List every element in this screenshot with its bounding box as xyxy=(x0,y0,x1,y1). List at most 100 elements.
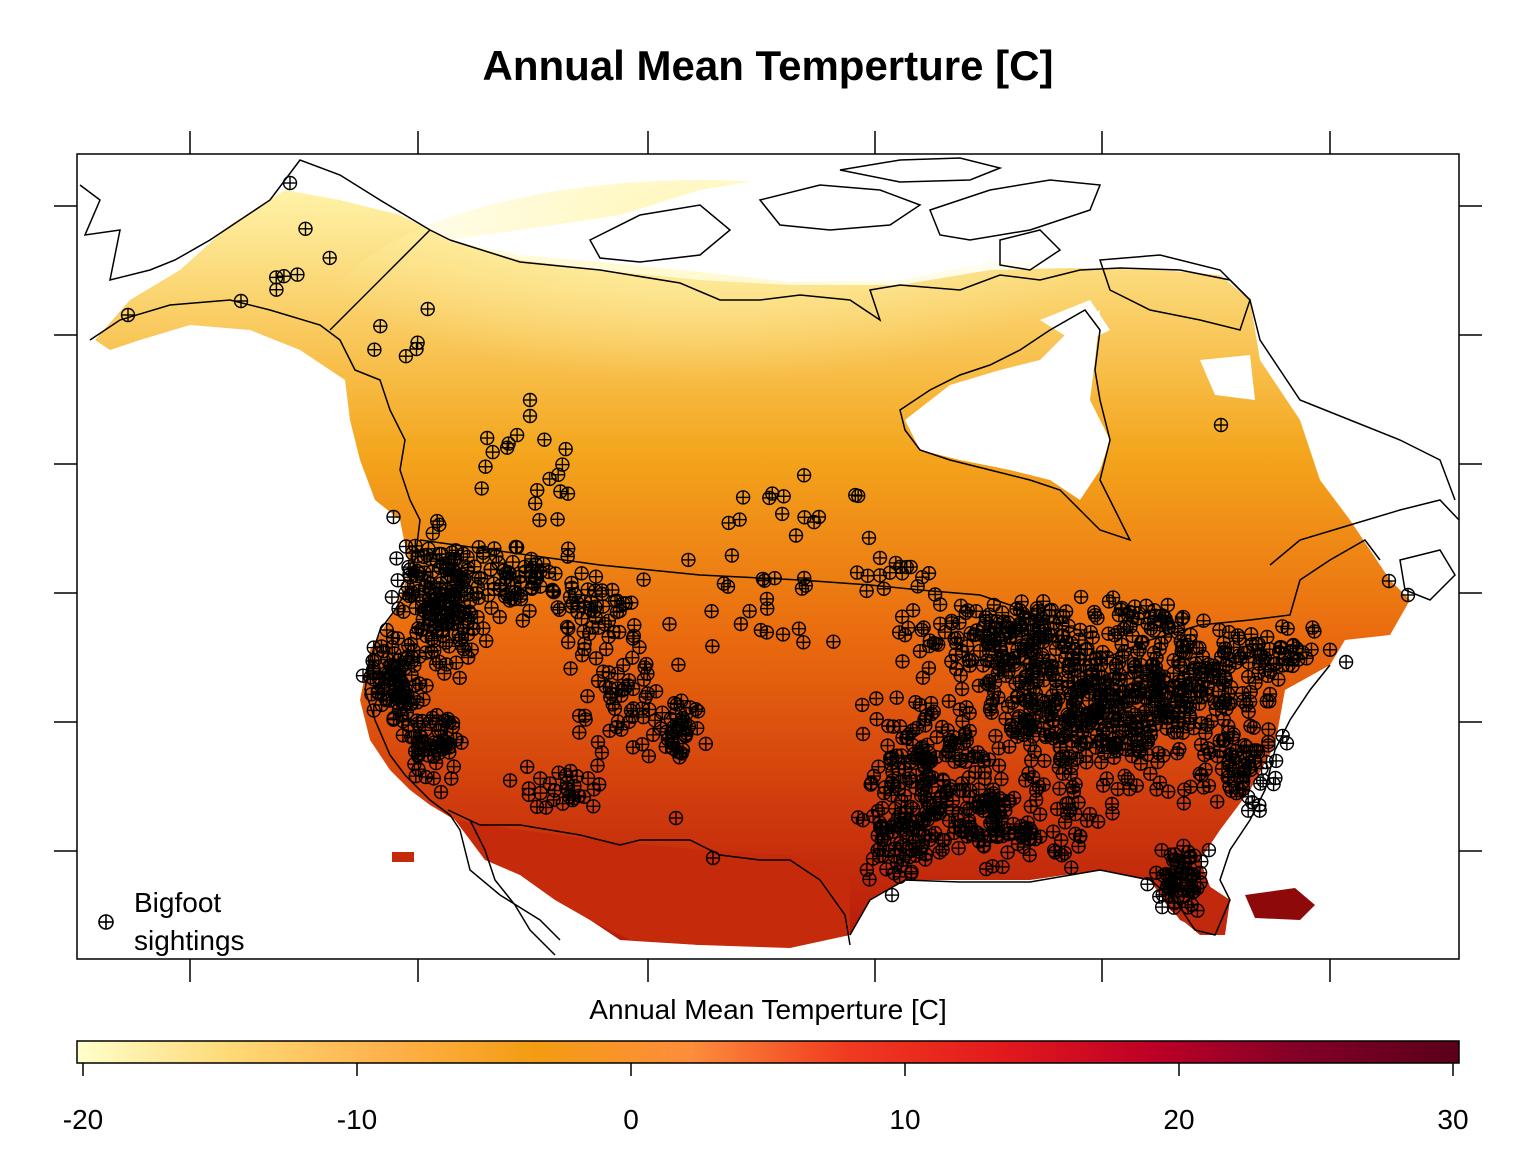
sighting-marker xyxy=(601,629,616,644)
sighting-marker xyxy=(991,741,1006,756)
sighting-marker xyxy=(408,600,423,616)
sighting-marker xyxy=(437,666,452,681)
sighting-marker xyxy=(940,723,955,738)
sighting-marker xyxy=(972,643,988,659)
baja-peninsula xyxy=(469,819,556,956)
hudson-bay-shore xyxy=(899,309,1132,542)
sighting-marker xyxy=(1213,417,1229,433)
sighting-marker xyxy=(636,672,652,687)
sighting-marker xyxy=(645,727,661,742)
sighting-marker xyxy=(704,604,719,619)
sighting-marker xyxy=(424,741,439,756)
sighting-marker xyxy=(322,250,337,266)
sighting-marker xyxy=(794,581,810,596)
sighting-marker xyxy=(912,644,928,659)
sighting-marker xyxy=(721,515,736,531)
sighting-marker xyxy=(1056,628,1071,643)
sighting-marker xyxy=(1224,783,1239,798)
sighting-marker xyxy=(921,566,937,581)
sighting-marker xyxy=(964,820,979,835)
sighting-marker xyxy=(705,639,720,654)
sighting-marker xyxy=(797,570,812,586)
sighting-marker xyxy=(390,631,405,646)
sighting-marker xyxy=(529,799,545,814)
sighting-marker xyxy=(1033,611,1048,627)
sighting-marker xyxy=(577,636,592,651)
sighting-marker xyxy=(1099,771,1115,786)
sighting-marker xyxy=(373,319,388,334)
arctic-island-2 xyxy=(758,184,922,231)
sighting-marker xyxy=(655,705,670,720)
sighting-marker xyxy=(919,770,934,785)
sighting-marker xyxy=(733,616,749,632)
sighting-marker xyxy=(1149,865,1164,880)
sighting-marker xyxy=(1262,694,1277,709)
sighting-marker xyxy=(922,633,937,648)
sighting-marker xyxy=(755,571,771,587)
sighting-marker xyxy=(994,771,1009,787)
sighting-marker xyxy=(1149,650,1164,666)
sighting-marker xyxy=(952,615,967,630)
sighting-marker xyxy=(558,441,573,457)
sighting-marker xyxy=(411,762,426,777)
sighting-marker xyxy=(1191,661,1207,676)
sighting-marker xyxy=(1176,671,1191,687)
sighting-marker xyxy=(1183,881,1198,896)
sighting-marker xyxy=(851,488,866,504)
sighting-marker xyxy=(480,430,495,446)
sighting-marker xyxy=(625,740,641,755)
sighting-marker xyxy=(547,783,562,798)
sighting-marker xyxy=(555,796,570,811)
sighting-marker xyxy=(1307,624,1322,639)
sighting-marker xyxy=(1089,705,1104,720)
sighting-marker xyxy=(880,738,895,753)
sighting-marker xyxy=(667,723,683,738)
sighting-marker xyxy=(936,773,951,789)
sighting-marker xyxy=(367,652,382,668)
sighting-marker xyxy=(597,616,613,632)
sighting-marker xyxy=(1126,660,1142,675)
sighting-marker xyxy=(1098,720,1114,736)
sighting-marker xyxy=(986,786,1001,801)
sighting-marker xyxy=(496,563,511,578)
sighting-marker xyxy=(1064,860,1079,875)
sighting-marker xyxy=(1048,641,1064,657)
sighting-marker xyxy=(961,653,976,668)
sighting-marker xyxy=(1012,616,1028,631)
sighting-marker xyxy=(1035,634,1051,649)
sighting-marker xyxy=(586,799,601,814)
sighting-marker xyxy=(690,704,706,719)
sighting-marker xyxy=(1259,754,1274,770)
sighting-marker xyxy=(355,668,371,683)
sighting-marker xyxy=(1134,658,1149,673)
sighting-marker xyxy=(937,624,953,640)
sighting-marker xyxy=(796,635,811,650)
sighting-marker xyxy=(909,720,925,736)
sighting-marker xyxy=(384,658,399,673)
cuba-raster xyxy=(1245,888,1315,920)
sighting-marker xyxy=(895,609,910,624)
sighting-marker xyxy=(881,843,896,859)
sighting-marker xyxy=(1232,631,1247,646)
sighting-marker xyxy=(1152,775,1168,790)
sighting-marker xyxy=(1259,629,1275,645)
sighting-marker xyxy=(1137,690,1153,705)
sighting-marker xyxy=(391,601,406,616)
sighting-marker xyxy=(982,607,997,622)
sighting-marker xyxy=(1125,628,1140,643)
sighting-marker xyxy=(929,729,944,745)
sighting-marker xyxy=(1286,651,1301,667)
sighting-marker xyxy=(1035,594,1051,609)
sighting-marker xyxy=(1212,622,1227,638)
sighting-marker xyxy=(594,745,610,760)
sighting-marker xyxy=(1032,807,1048,822)
sighting-marker xyxy=(742,603,757,619)
sighting-marker xyxy=(522,603,537,619)
sighting-marker xyxy=(1160,784,1176,799)
sighting-marker xyxy=(918,718,933,733)
sighting-marker xyxy=(550,512,565,527)
sighting-marker xyxy=(1192,766,1208,781)
sighting-marker xyxy=(1154,899,1170,915)
sighting-marker xyxy=(1048,696,1063,711)
sighting-marker xyxy=(996,614,1012,629)
